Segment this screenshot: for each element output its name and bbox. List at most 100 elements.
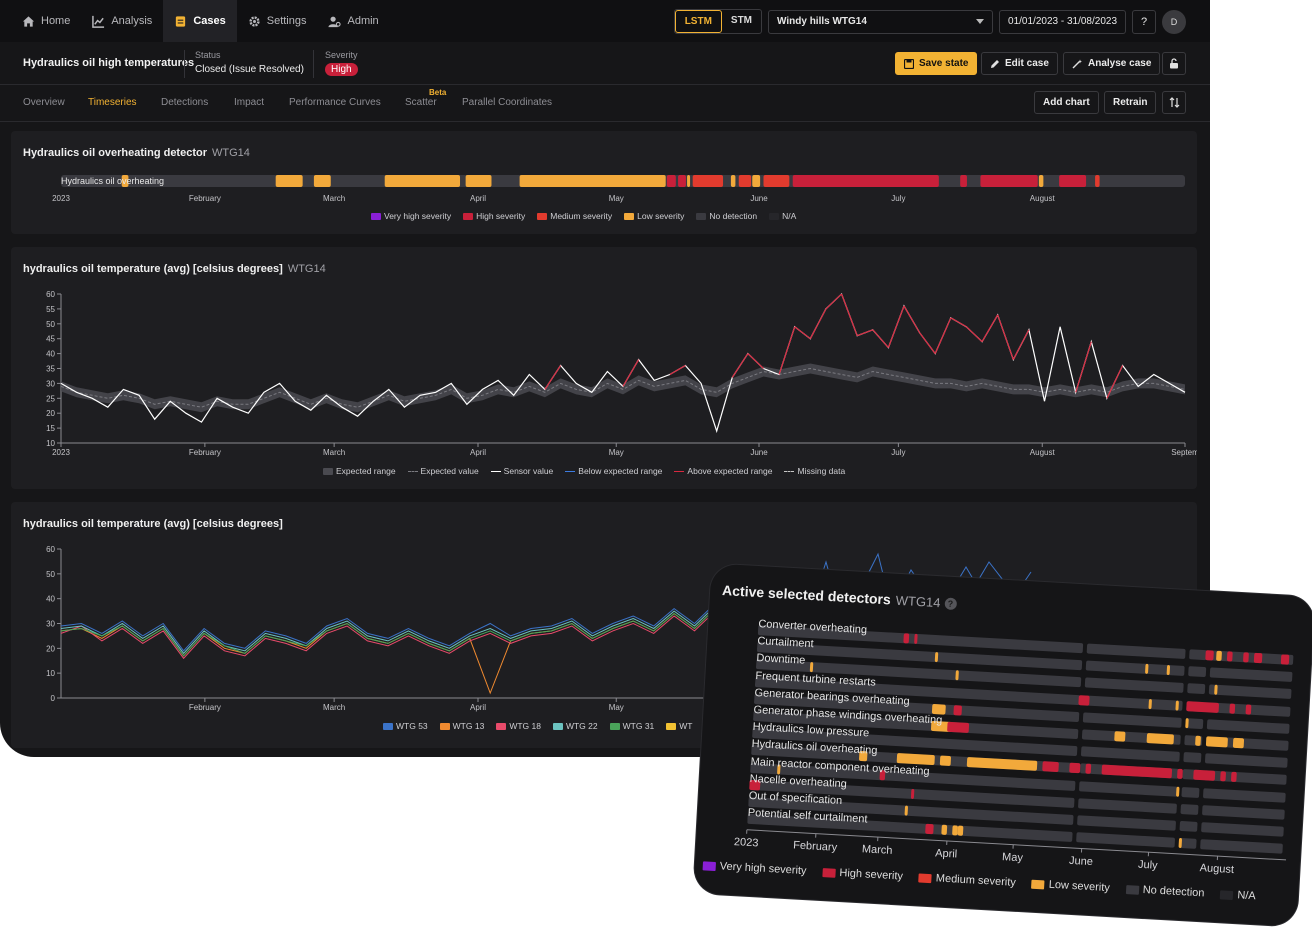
detection-segment[interactable] [966, 757, 1038, 772]
detection-segment[interactable] [384, 175, 461, 187]
detection-segment[interactable] [1069, 763, 1081, 774]
detection-segment[interactable] [1175, 700, 1179, 711]
detection-segment[interactable] [939, 755, 951, 767]
detection-segment[interactable] [925, 824, 934, 835]
detection-segment[interactable] [1230, 772, 1237, 783]
detection-segment[interactable] [914, 633, 918, 644]
detection-segment[interactable] [1095, 175, 1100, 187]
detector-row[interactable]: Hydraulics oil overheating [751, 738, 1301, 787]
detection-segment[interactable] [687, 175, 691, 187]
detection-segment[interactable] [1146, 733, 1175, 745]
tab-scatter[interactable]: Scatter [405, 97, 437, 108]
detection-segment[interactable] [980, 175, 1038, 187]
tab-performance-curves[interactable]: Performance Curves [289, 97, 381, 108]
detector-row[interactable]: Hydraulics low pressure [752, 721, 1302, 770]
avatar[interactable]: D [1162, 9, 1186, 34]
detector-row[interactable]: Frequent turbine restarts [754, 670, 1305, 719]
detection-segment[interactable] [313, 175, 331, 187]
detection-segment[interactable] [1042, 761, 1059, 773]
detection-segment[interactable] [1038, 175, 1044, 187]
detection-segment[interactable] [1085, 764, 1092, 775]
detection-segment[interactable] [1232, 737, 1245, 749]
detection-segment[interactable] [752, 175, 761, 187]
detector-row[interactable]: Downtime [755, 652, 1306, 701]
detector-row[interactable]: Generator bearings overheating [754, 687, 1304, 736]
detector-row[interactable]: Curtailment [756, 635, 1307, 684]
detection-segment[interactable] [941, 824, 948, 836]
detection-segment[interactable] [1280, 654, 1290, 665]
detection-segment[interactable] [1148, 698, 1152, 709]
detection-segment[interactable] [1229, 703, 1236, 714]
detection-segment[interactable] [858, 751, 868, 762]
detection-segment[interactable] [952, 825, 958, 836]
nav-cases[interactable]: Cases [163, 0, 237, 42]
detector-timeline[interactable]: Hydraulics oil overheating 2023 February M… [11, 169, 1197, 205]
detection-segment[interactable] [738, 175, 752, 187]
detection-segment[interactable] [1166, 665, 1171, 676]
detector-row[interactable]: Potential self curtailment [747, 807, 1297, 856]
detection-segment[interactable] [947, 721, 970, 733]
edit-case-button[interactable]: Edit case [981, 52, 1058, 75]
detection-segment[interactable] [809, 662, 814, 673]
detection-segment[interactable] [957, 825, 964, 836]
detection-segment[interactable] [749, 779, 761, 791]
detection-segment[interactable] [730, 175, 736, 187]
detection-segment[interactable] [960, 175, 967, 187]
detection-segment[interactable] [1059, 175, 1087, 187]
analyse-case-button[interactable]: Analyse case [1063, 52, 1161, 75]
tab-parallel-coordinates[interactable]: Parallel Coordinates [462, 97, 553, 108]
detection-segment[interactable] [955, 670, 959, 681]
detection-segment[interactable] [934, 652, 939, 663]
detection-segment[interactable] [1220, 771, 1226, 782]
site-select[interactable]: Windy hills WTG14 [768, 9, 994, 34]
model-lstm-button[interactable]: LSTM [674, 10, 722, 33]
detection-segment[interactable] [275, 175, 303, 187]
detection-segment[interactable] [121, 175, 129, 187]
sort-button[interactable] [1162, 91, 1186, 114]
save-state-button[interactable]: Save state [895, 52, 978, 75]
detection-segment[interactable] [896, 753, 935, 766]
detection-segment[interactable] [1214, 685, 1218, 696]
detection-segment[interactable] [953, 705, 962, 716]
detector-row[interactable]: Nacelle overheating [749, 773, 1299, 822]
detection-segment[interactable] [1193, 770, 1216, 782]
detection-segment[interactable] [1078, 694, 1090, 706]
detection-segment[interactable] [879, 769, 886, 780]
temperature-chart[interactable]: 10 15 20 25 30 35 40 45 50 55 60 2023 February March A… [11, 247, 1197, 467]
tab-impact[interactable]: Impact [234, 97, 265, 108]
detection-segment[interactable] [1205, 736, 1228, 748]
nav-admin[interactable]: Admin [317, 0, 389, 42]
retrain-button[interactable]: Retrain [1104, 91, 1157, 114]
detection-segment[interactable] [763, 175, 790, 187]
detection-segment[interactable] [1226, 651, 1233, 662]
detection-segment[interactable] [931, 703, 946, 715]
add-chart-button[interactable]: Add chart [1034, 91, 1099, 114]
detection-segment[interactable] [1243, 652, 1249, 663]
detection-segment[interactable] [692, 175, 724, 187]
date-range-picker[interactable]: 01/01/2023 - 31/08/2023 [999, 9, 1126, 34]
detection-segment[interactable] [777, 764, 781, 775]
tab-timeseries[interactable]: Timeseries [88, 97, 137, 108]
detection-segment[interactable] [1185, 717, 1189, 728]
detection-segment[interactable] [1205, 650, 1214, 661]
detector-row[interactable]: Main reactor component overheating [750, 755, 1300, 804]
detection-segment[interactable] [465, 175, 492, 187]
detection-segment[interactable] [792, 175, 939, 187]
detector-row[interactable]: Out of specification [748, 790, 1298, 839]
detector-row[interactable]: Generator phase windings overheating [753, 704, 1303, 753]
nav-analysis[interactable]: Analysis [81, 0, 163, 42]
detection-segment[interactable] [1176, 786, 1180, 797]
detection-segment[interactable] [1177, 769, 1183, 780]
detection-segment[interactable] [1186, 700, 1219, 713]
detection-segment[interactable] [678, 175, 686, 187]
detection-segment[interactable] [1114, 731, 1126, 742]
unlock-button[interactable] [1162, 52, 1186, 75]
detection-segment[interactable] [666, 175, 676, 187]
detection-segment[interactable] [904, 805, 909, 816]
nav-settings[interactable]: Settings [237, 0, 318, 42]
detection-segment[interactable] [1101, 765, 1173, 779]
detection-segment[interactable] [910, 788, 915, 799]
detection-segment[interactable] [1145, 664, 1149, 675]
detection-segment[interactable] [1253, 652, 1263, 664]
detection-segment[interactable] [519, 175, 666, 187]
